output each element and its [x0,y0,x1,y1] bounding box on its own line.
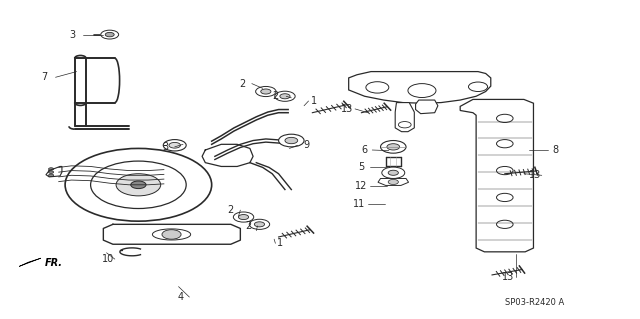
Circle shape [275,91,295,101]
Text: 2: 2 [228,205,234,215]
Text: 2: 2 [246,221,252,231]
Circle shape [398,122,411,128]
Polygon shape [378,178,408,185]
Text: 3: 3 [163,142,169,152]
Circle shape [91,161,186,209]
Circle shape [105,33,114,37]
Text: 4: 4 [178,292,184,302]
Circle shape [65,148,212,221]
Text: 10: 10 [102,254,115,264]
Text: 1: 1 [310,96,317,106]
Circle shape [239,214,248,219]
Circle shape [100,30,118,39]
Text: 5: 5 [358,162,365,172]
Circle shape [408,84,436,98]
Circle shape [382,167,404,178]
Text: 11: 11 [353,199,365,209]
Polygon shape [19,258,41,266]
Text: 9: 9 [303,140,309,150]
Circle shape [162,230,181,239]
Text: 6: 6 [362,145,367,155]
Circle shape [280,94,290,99]
Text: 2: 2 [239,78,245,89]
Polygon shape [460,100,534,252]
Circle shape [388,179,398,184]
Text: 12: 12 [355,182,367,191]
Text: 2: 2 [272,91,278,101]
Text: 8: 8 [553,145,559,155]
Circle shape [131,181,146,189]
Text: FR.: FR. [45,258,63,268]
Circle shape [285,137,298,144]
Circle shape [468,82,488,92]
Circle shape [260,89,271,94]
Text: 13: 13 [340,104,353,114]
Text: 7: 7 [42,72,48,82]
Circle shape [234,212,253,222]
Circle shape [169,142,180,148]
Text: 3: 3 [70,30,76,40]
Circle shape [116,174,161,196]
Text: SP03-R2420 A: SP03-R2420 A [505,298,564,307]
Circle shape [497,140,513,148]
Circle shape [366,82,389,93]
Polygon shape [395,103,414,132]
Text: 1: 1 [277,238,284,248]
Circle shape [163,140,186,151]
Circle shape [497,220,513,228]
Circle shape [497,114,513,122]
Circle shape [49,171,54,174]
Circle shape [497,193,513,202]
Circle shape [278,134,304,147]
Circle shape [388,170,398,175]
Polygon shape [349,71,491,103]
Circle shape [49,168,54,170]
Circle shape [381,141,406,153]
Circle shape [49,174,54,177]
Circle shape [255,86,276,97]
Text: 13: 13 [502,271,514,281]
Circle shape [497,167,513,175]
Circle shape [254,222,264,227]
Circle shape [387,144,399,150]
Polygon shape [415,100,438,114]
Text: 13: 13 [529,170,541,180]
Circle shape [249,219,269,229]
